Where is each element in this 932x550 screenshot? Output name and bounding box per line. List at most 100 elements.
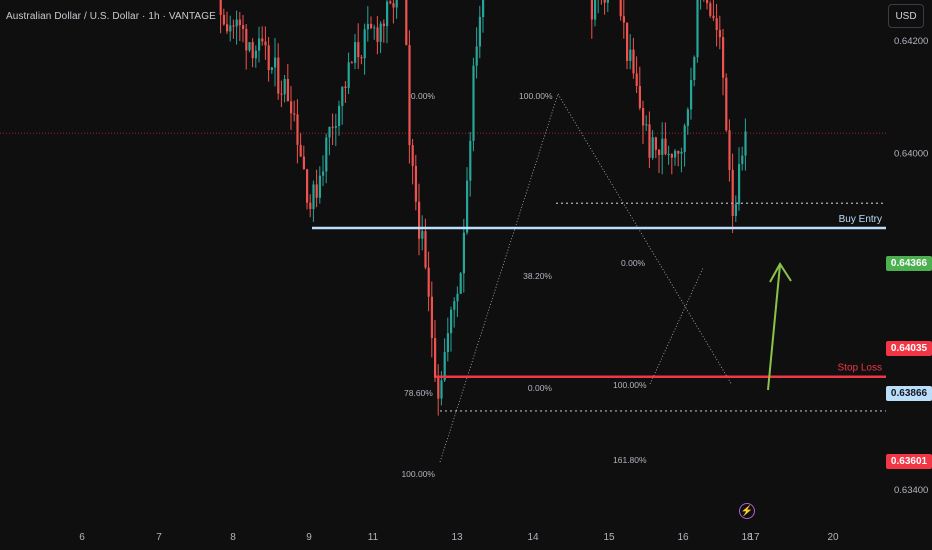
- candle-body: [267, 45, 270, 70]
- candle-body: [248, 42, 251, 51]
- candle-body: [482, 0, 485, 17]
- candle-body: [606, 0, 609, 3]
- take-profit-price-badge: 0.64366: [886, 256, 932, 271]
- candle-body: [315, 184, 318, 198]
- candles-layer: [219, 0, 747, 416]
- candle-body: [322, 171, 325, 176]
- candle-body: [738, 164, 741, 205]
- fib1-bottom-label: 100.00%: [401, 469, 435, 479]
- candle-body: [632, 49, 635, 74]
- buy-entry-price-badge: 0.63866: [886, 386, 932, 401]
- candle-body: [222, 14, 225, 25]
- candle-body: [715, 18, 718, 30]
- x-tick-label: 11: [368, 532, 379, 543]
- candle-body: [386, 1, 389, 27]
- candle-body: [472, 65, 475, 141]
- candle-body: [338, 105, 341, 127]
- candle-body: [469, 140, 472, 181]
- candle-body: [418, 201, 421, 239]
- candle-body: [427, 267, 430, 297]
- candle-body: [437, 377, 440, 399]
- candle-body: [226, 24, 229, 32]
- current-price-badge: 0.64035: [886, 341, 932, 356]
- candle-body: [286, 79, 289, 102]
- candle-body: [350, 62, 353, 64]
- candle-body: [261, 38, 264, 42]
- candle-body: [693, 57, 696, 80]
- candle-body: [309, 202, 312, 209]
- candle-body: [414, 165, 417, 202]
- candle-body: [283, 79, 286, 95]
- candle-body: [302, 156, 305, 170]
- candle-body: [603, 0, 606, 3]
- drawings-layer: 0.00% 100.00% 78.60% 100.00% 0.00% 38.20% 0.00…: [0, 91, 886, 479]
- candle-body: [677, 150, 680, 154]
- lightning-icon[interactable]: ⚡: [739, 503, 755, 519]
- stop-loss-label: Stop Loss: [838, 363, 882, 374]
- fib2-100-label: 100.00%: [613, 380, 647, 390]
- candle-body: [293, 113, 296, 115]
- x-tick-label: 14: [527, 532, 539, 543]
- y-tick-label: 0.64200: [894, 36, 928, 47]
- candle-body: [299, 144, 302, 157]
- candle-body: [731, 169, 734, 216]
- x-tick-label: 7: [156, 532, 162, 543]
- candle-body: [325, 137, 328, 172]
- symbol-title: Australian Dollar / U.S. Dollar · 1h · V…: [6, 11, 216, 22]
- candle-body: [686, 109, 689, 126]
- x-tick-label: 6: [79, 532, 85, 543]
- candle-body: [440, 380, 443, 399]
- candle-body: [318, 175, 321, 198]
- x-tick-label: 13: [451, 532, 463, 543]
- candle-body: [331, 126, 334, 128]
- candle-body: [242, 25, 245, 29]
- candle-body: [251, 42, 254, 59]
- candle-body: [622, 16, 625, 23]
- candle-body: [430, 296, 433, 339]
- candle-body: [475, 46, 478, 66]
- candle-body: [462, 232, 465, 274]
- candle-body: [661, 138, 664, 155]
- candle-body: [389, 1, 392, 4]
- fib2-382-label: 38.20%: [523, 271, 552, 281]
- x-tick-label: 18: [741, 532, 753, 543]
- candle-body: [456, 293, 459, 302]
- candle-body: [373, 27, 376, 29]
- candle-body: [280, 93, 283, 95]
- candle-body: [680, 151, 683, 154]
- candle-body: [712, 15, 715, 19]
- candle-body: [306, 169, 309, 203]
- candle-body: [395, 0, 398, 8]
- candle-body: [254, 50, 257, 59]
- fib1-top-right-label: 100.00%: [519, 91, 553, 101]
- fib1-top-left-label: 0.00%: [411, 91, 436, 101]
- candle-body: [674, 150, 677, 158]
- y-tick-label: 0.64000: [894, 148, 928, 159]
- candle-body: [366, 23, 369, 30]
- candle-body: [658, 149, 661, 155]
- candle-body: [328, 126, 331, 138]
- candle-body: [354, 42, 357, 63]
- candle-body: [706, 0, 709, 4]
- candle-body: [270, 67, 273, 70]
- x-tick-label: 17: [748, 532, 760, 543]
- fib2-zero-label: 0.00%: [528, 383, 553, 393]
- x-tick-label: 16: [677, 532, 689, 543]
- projection-arrowhead: [769, 262, 792, 283]
- candle-body: [642, 108, 645, 126]
- candle-body: [219, 0, 222, 15]
- currency-button[interactable]: USD: [888, 4, 924, 28]
- candle-body: [629, 49, 632, 61]
- fib2-1618-label: 161.80%: [613, 455, 647, 465]
- candle-body: [667, 154, 670, 155]
- candle-body: [734, 204, 737, 216]
- candle-body: [434, 338, 437, 378]
- candle-body: [408, 45, 411, 146]
- candle-body: [728, 130, 731, 170]
- x-tick-label: 20: [827, 532, 839, 543]
- projection-arrow-shaft: [767, 264, 781, 391]
- candle-body: [344, 86, 347, 88]
- candle-body: [446, 333, 449, 353]
